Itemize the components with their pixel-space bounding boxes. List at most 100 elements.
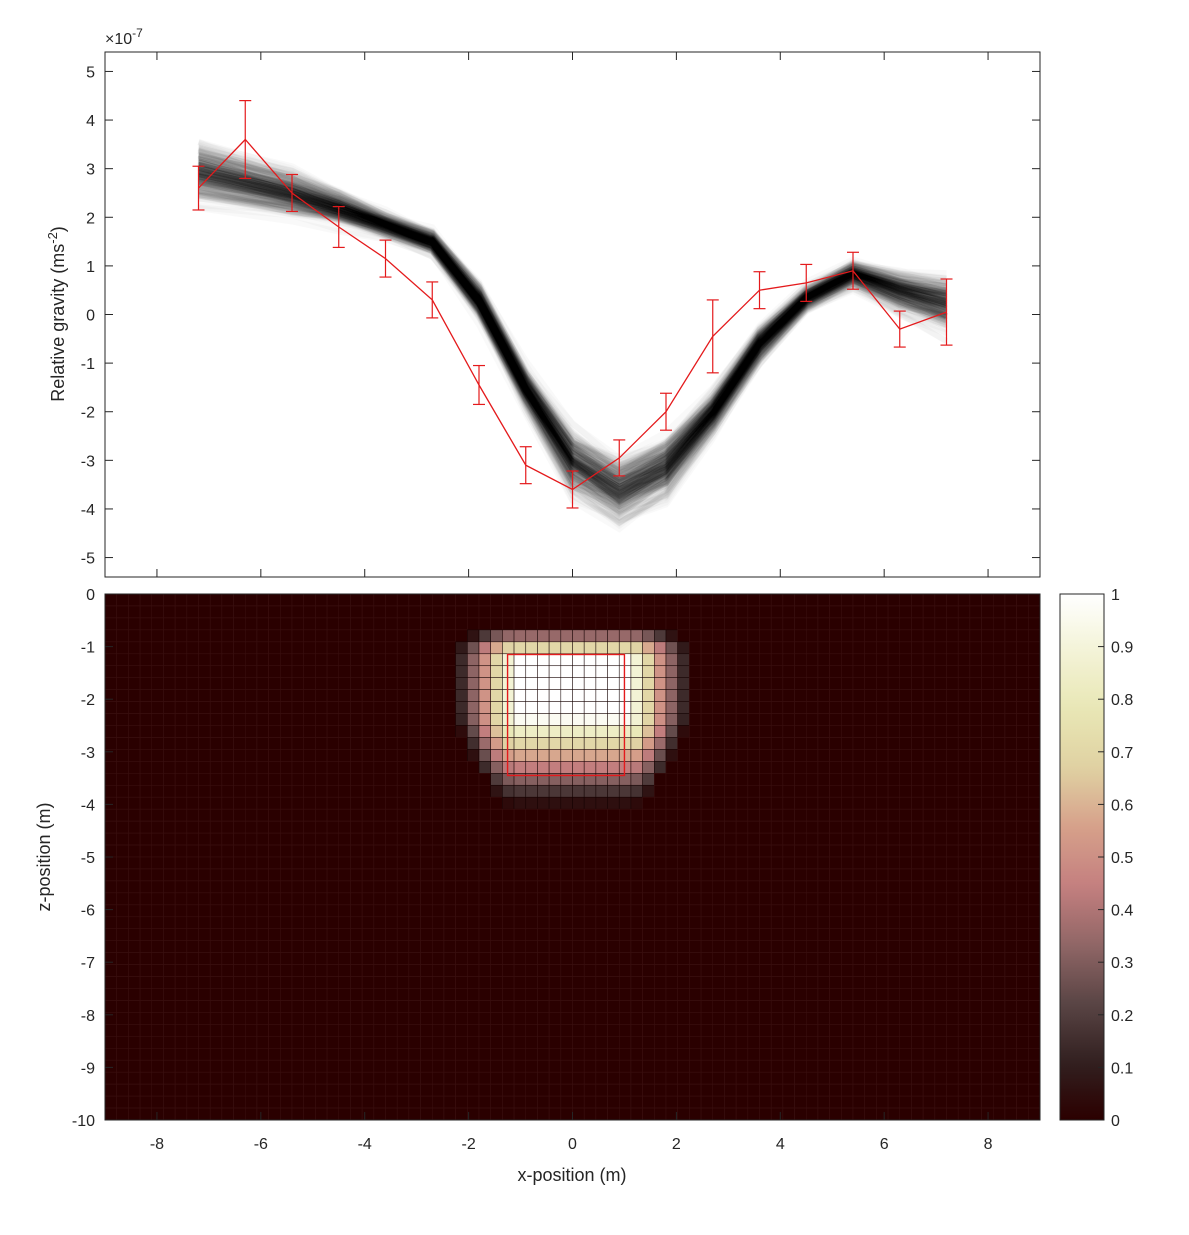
heatmap-cell bbox=[256, 689, 269, 702]
heatmap-cell bbox=[291, 832, 304, 846]
heatmap-cell bbox=[385, 1107, 398, 1121]
heatmap-cell bbox=[700, 1000, 714, 1013]
heatmap-cell bbox=[1028, 808, 1041, 822]
heatmap-cell bbox=[677, 1012, 690, 1025]
heatmap-cell bbox=[525, 988, 538, 1001]
heatmap-cell bbox=[373, 761, 386, 774]
heatmap-cell bbox=[431, 976, 445, 989]
heatmap-cell bbox=[1004, 796, 1017, 810]
heatmap-cell bbox=[233, 1083, 246, 1097]
heatmap-cell bbox=[747, 749, 760, 762]
heatmap-cell bbox=[560, 1024, 573, 1037]
heatmap-cell bbox=[326, 725, 340, 738]
heatmap-cell bbox=[408, 1012, 421, 1025]
heatmap-cell bbox=[1028, 761, 1041, 774]
heatmap-cell bbox=[887, 1059, 901, 1073]
heatmap-cell bbox=[396, 988, 410, 1001]
heatmap-cell bbox=[1004, 904, 1017, 918]
heatmap-cell bbox=[163, 653, 176, 667]
heatmap-cell bbox=[1028, 832, 1041, 846]
heatmap-cell bbox=[770, 916, 784, 930]
heatmap-cell bbox=[572, 940, 585, 953]
heatmap-cell bbox=[805, 653, 819, 667]
heatmap-cell bbox=[198, 988, 211, 1001]
heatmap-cell bbox=[338, 689, 351, 702]
heatmap-cell bbox=[1004, 808, 1017, 822]
heatmap-cell bbox=[946, 952, 959, 965]
heatmap-cell bbox=[607, 1083, 620, 1097]
heatmap-cell bbox=[992, 856, 1006, 870]
heatmap-cell bbox=[116, 725, 129, 738]
heatmap-cell bbox=[221, 868, 234, 882]
heatmap-cell bbox=[782, 605, 795, 619]
heatmap-cell bbox=[607, 725, 620, 738]
heatmap-cell bbox=[922, 1000, 936, 1013]
heatmap-cell bbox=[408, 868, 421, 882]
heatmap-cell bbox=[116, 988, 129, 1001]
heatmap-cell bbox=[221, 653, 234, 667]
heatmap-cell bbox=[712, 820, 725, 834]
heatmap-cell bbox=[373, 796, 386, 810]
heatmap-cell bbox=[981, 761, 994, 774]
heatmap-cell bbox=[572, 1047, 585, 1061]
heatmap-cell bbox=[221, 940, 234, 953]
heatmap-cell bbox=[770, 1000, 784, 1013]
heatmap-cell bbox=[244, 856, 258, 870]
heatmap-cell bbox=[303, 916, 316, 930]
heatmap-cell bbox=[747, 904, 760, 918]
heatmap-cell bbox=[852, 689, 865, 702]
heatmap-cell bbox=[1016, 1059, 1029, 1073]
heatmap-cell bbox=[139, 784, 153, 798]
heatmap-cell bbox=[361, 617, 375, 631]
heatmap-cell bbox=[478, 904, 491, 918]
heatmap-cell bbox=[724, 904, 737, 918]
heatmap-cell bbox=[455, 629, 468, 643]
heatmap-cell bbox=[1004, 916, 1017, 930]
heatmap-cell bbox=[198, 1107, 211, 1121]
heatmap-cell bbox=[163, 964, 176, 977]
heatmap-cell bbox=[864, 1059, 877, 1073]
heatmap-cell bbox=[770, 749, 784, 762]
heatmap-cell bbox=[630, 737, 643, 750]
heatmap-cell bbox=[548, 1012, 562, 1025]
heatmap-cell bbox=[618, 784, 632, 798]
heatmap-cell bbox=[583, 761, 597, 774]
heatmap-cell bbox=[221, 964, 234, 977]
heatmap-cell bbox=[198, 1071, 211, 1085]
heatmap-cell bbox=[490, 892, 503, 906]
heatmap-cell bbox=[969, 1047, 982, 1061]
heatmap-cell bbox=[911, 605, 924, 619]
heatmap-cell bbox=[864, 701, 877, 714]
heatmap-cell bbox=[665, 1083, 678, 1097]
heatmap-cell bbox=[385, 964, 398, 977]
heatmap-cell bbox=[303, 713, 316, 726]
heatmap-cell bbox=[174, 725, 188, 738]
heatmap-cell bbox=[128, 976, 141, 989]
heatmap-cell bbox=[256, 773, 269, 786]
heatmap-cell bbox=[1016, 820, 1029, 834]
heatmap-cell bbox=[268, 1000, 281, 1013]
heatmap-cell bbox=[642, 820, 655, 834]
heatmap-cell bbox=[712, 725, 725, 738]
heatmap-cell bbox=[385, 1000, 398, 1013]
heatmap-cell bbox=[244, 1036, 258, 1049]
heatmap-cell bbox=[911, 880, 924, 894]
heatmap-cell bbox=[396, 880, 410, 894]
heatmap-cell bbox=[385, 593, 398, 607]
heatmap-cell bbox=[957, 940, 971, 953]
heatmap-cell bbox=[805, 820, 819, 834]
heatmap-cell bbox=[139, 665, 153, 678]
heatmap-cell bbox=[794, 689, 807, 702]
heatmap-cell bbox=[782, 749, 795, 762]
heatmap-cell bbox=[116, 761, 129, 774]
heatmap-cell bbox=[128, 713, 141, 726]
heatmap-cell bbox=[794, 641, 807, 655]
heatmap-cell bbox=[724, 653, 737, 667]
heatmap-cell bbox=[899, 617, 912, 631]
heatmap-cell bbox=[291, 988, 304, 1001]
heatmap-cell bbox=[163, 1083, 176, 1097]
heatmap-cell bbox=[969, 665, 982, 678]
heatmap-cell bbox=[934, 1024, 947, 1037]
heatmap-cell bbox=[770, 892, 784, 906]
heatmap-cell bbox=[618, 593, 632, 607]
